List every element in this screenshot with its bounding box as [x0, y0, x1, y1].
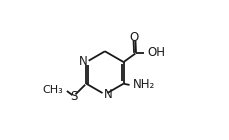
Text: O: O — [129, 31, 139, 44]
Text: CH₃: CH₃ — [42, 85, 63, 95]
Text: OH: OH — [147, 46, 165, 59]
Text: N: N — [79, 55, 87, 68]
Text: NH₂: NH₂ — [133, 78, 155, 91]
Text: S: S — [70, 90, 77, 102]
Text: N: N — [103, 88, 112, 102]
